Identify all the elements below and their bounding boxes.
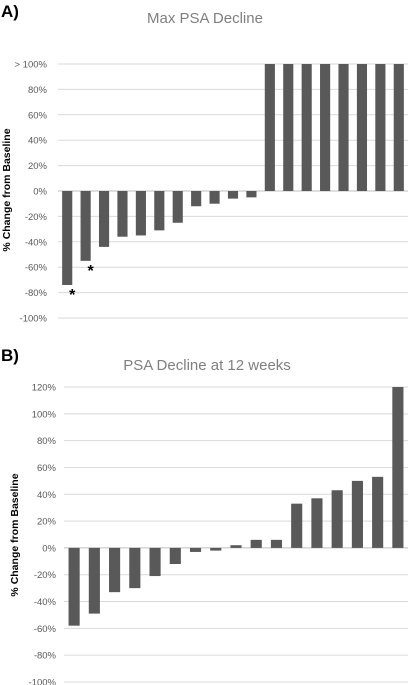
chart-b-bar (311, 498, 323, 548)
chart-b-bar (230, 545, 242, 548)
chart-a-bar (227, 191, 239, 199)
chart-a-y-tick-label: 60% (28, 110, 48, 121)
chart-b-bar (331, 490, 343, 548)
chart-a-bar (62, 191, 73, 285)
chart-b-bar (189, 547, 202, 552)
chart-b-bar (250, 539, 262, 548)
chart-a-bar (246, 191, 257, 198)
panel-b-letter: B) (1, 346, 19, 365)
chart-a-y-tick-label: -40% (25, 237, 48, 248)
chart-b-bar (291, 503, 303, 548)
chart-a-bar (154, 191, 165, 231)
chart-b-y-tick-label: -40% (34, 597, 57, 608)
chart-a-annotation: * (69, 287, 76, 304)
chart-a-y-tick-label: -20% (25, 212, 48, 223)
chart-psa-decline-12-weeks: PSA Decline at 12 weeks % Change from Ba… (9, 357, 408, 685)
chart-a-bar (209, 191, 220, 204)
chart-a-bar (80, 191, 91, 261)
chart-b-bar (210, 547, 222, 551)
chart-a-y-tick-label: -100% (20, 314, 48, 325)
chart-a-y-tick-label: 80% (28, 85, 48, 96)
chart-a-bar (264, 64, 275, 191)
chart-a-bar (375, 64, 386, 191)
chart-max-psa-decline: Max PSA Decline % Change from Baseline -… (1, 10, 408, 325)
chart-b-bar (351, 480, 363, 548)
chart-b-bar (129, 547, 141, 589)
chart-a-title: Max PSA Decline (147, 10, 263, 27)
chart-b-bar (372, 476, 384, 548)
chart-b-bar (392, 387, 404, 548)
chart-a-bar (172, 191, 183, 223)
chart-b-y-tick-label: 40% (37, 490, 57, 501)
chart-a-bar (191, 191, 202, 207)
chart-b-bar (68, 547, 80, 626)
chart-a-bar (135, 191, 146, 236)
chart-b-y-tick-label: 0% (42, 543, 56, 554)
chart-a-bar (320, 64, 331, 191)
chart-b-y-tick-label: 20% (37, 517, 57, 528)
chart-a-y-tick-label: -60% (25, 263, 48, 274)
chart-b-bar (88, 547, 100, 614)
chart-b-y-tick-label: 100% (32, 409, 57, 420)
chart-a-y-axis-label: % Change from Baseline (1, 128, 13, 251)
chart-a-y-tick-label: 0% (33, 187, 47, 198)
chart-a-y-tick-label: -80% (25, 288, 48, 299)
chart-b-y-tick-label: -80% (34, 651, 57, 662)
chart-b-bar (109, 547, 121, 593)
chart-b-y-tick-label: -100% (29, 678, 57, 685)
chart-a-annotation: * (88, 263, 95, 280)
chart-b-bar (149, 547, 161, 577)
chart-b-y-tick-label: -60% (34, 624, 57, 635)
panel-a-letter: A) (1, 2, 19, 21)
chart-a-bar (98, 191, 110, 247)
chart-a-bar (356, 64, 368, 191)
chart-a-y-tick-label: 20% (28, 161, 48, 172)
chart-b-bar (169, 547, 181, 564)
chart-a-bar (283, 64, 294, 191)
chart-b-y-tick-label: 80% (37, 436, 57, 447)
chart-a-bar (301, 64, 312, 191)
chart-a-bar (117, 191, 128, 237)
chart-a-y-tick-label: 40% (28, 136, 48, 147)
chart-b-bar (270, 539, 283, 548)
chart-a-bar (338, 64, 349, 191)
chart-b-y-tick-label: -20% (34, 570, 57, 581)
chart-a-y-tick-label: > 100% (15, 60, 48, 71)
chart-a-bar (393, 64, 404, 191)
chart-b-y-tick-label: 120% (32, 383, 57, 394)
chart-b-y-tick-label: 60% (37, 463, 57, 474)
chart-b-y-axis-label: % Change from Baseline (9, 473, 21, 596)
chart-b-title: PSA Decline at 12 weeks (123, 357, 291, 374)
